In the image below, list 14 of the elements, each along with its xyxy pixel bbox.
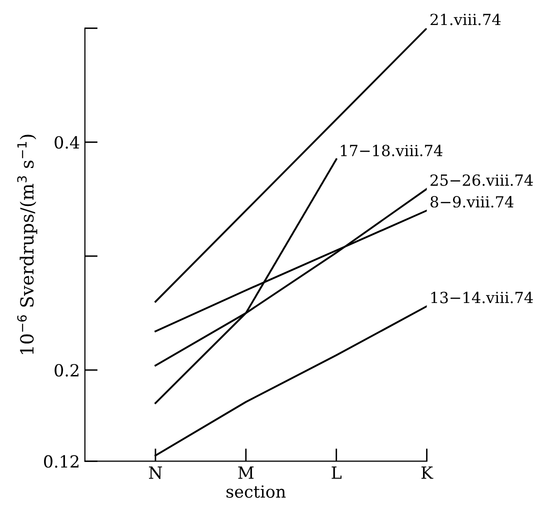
- series-label: 13−14.viii.74: [431, 292, 533, 304]
- series-label: 17−18.viii.74: [340, 144, 442, 156]
- y-tick-label: 0.12: [44, 455, 78, 468]
- series-label: 21.viii.74: [430, 14, 501, 26]
- x-tick-label: M: [238, 466, 254, 479]
- y-axis-title: 10$^{−6}$ Sverdrups/(m$^{3}$ s$^{−1}$): [17, 134, 38, 354]
- x-tick-label: K: [421, 466, 434, 479]
- x-tick-label: L: [332, 466, 342, 479]
- series-label: 25−26.viii.74: [430, 174, 533, 186]
- x-axis-title: section: [226, 485, 286, 498]
- x-tick-label: N: [148, 466, 162, 479]
- series-label: 8−9.viii.74: [430, 196, 514, 208]
- y-tick-label: 0.4: [54, 136, 80, 149]
- y-tick-label: 0.2: [54, 364, 78, 377]
